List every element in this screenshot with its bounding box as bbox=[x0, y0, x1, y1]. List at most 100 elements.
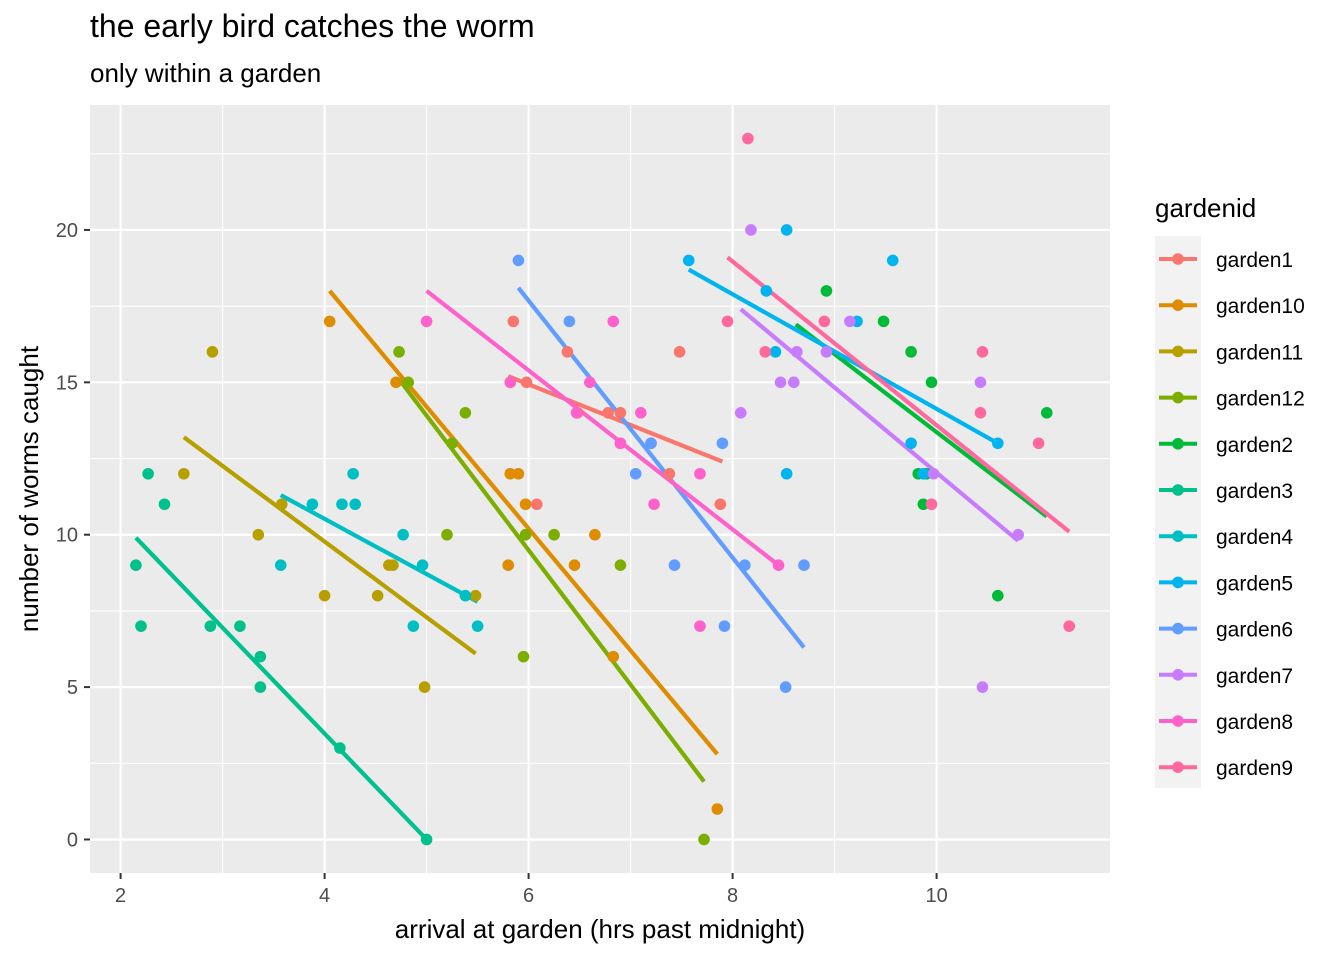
point-garden1 bbox=[663, 467, 676, 480]
point-garden3 bbox=[334, 742, 346, 754]
point-garden12 bbox=[393, 346, 405, 358]
point-garden11 bbox=[469, 589, 482, 602]
point-garden8 bbox=[648, 498, 660, 511]
y-tick-label: 15 bbox=[56, 372, 78, 394]
legend-key-point-garden8 bbox=[1172, 715, 1184, 727]
y-axis: 0 5 10 15 20 bbox=[56, 220, 90, 851]
fit-line-garden10 bbox=[328, 289, 719, 756]
point-garden5 bbox=[780, 467, 793, 480]
point-garden7 bbox=[1012, 528, 1024, 541]
point-garden2 bbox=[917, 498, 930, 511]
point-garden3 bbox=[254, 681, 267, 693]
plot-panel bbox=[90, 105, 1110, 873]
point-garden1 bbox=[530, 498, 543, 511]
x-tick-label: 4 bbox=[319, 885, 330, 907]
point-garden3 bbox=[142, 467, 154, 480]
legend-key-point-garden1 bbox=[1172, 253, 1184, 265]
legend-label-garden11: garden11 bbox=[1216, 341, 1303, 364]
x-tick-label: 2 bbox=[115, 885, 126, 907]
y-axis-label: number of worms caught bbox=[14, 345, 44, 632]
point-garden1 bbox=[714, 498, 727, 511]
point-garden2 bbox=[877, 315, 890, 328]
point-garden11 bbox=[318, 589, 331, 602]
x-axis-label: arrival at garden (hrs past midnight) bbox=[395, 914, 805, 944]
point-garden6 bbox=[629, 467, 642, 480]
point-garden9 bbox=[976, 346, 989, 358]
data-points bbox=[130, 132, 1075, 846]
point-garden9 bbox=[742, 132, 754, 145]
point-garden4 bbox=[274, 559, 287, 571]
point-garden4 bbox=[397, 528, 409, 541]
point-garden7 bbox=[927, 467, 940, 480]
point-garden8 bbox=[420, 315, 433, 328]
point-garden7 bbox=[976, 681, 989, 693]
point-garden12 bbox=[459, 407, 472, 419]
fit-line-garden5 bbox=[687, 267, 999, 446]
point-garden2 bbox=[1040, 407, 1053, 419]
point-garden12 bbox=[698, 833, 710, 846]
point-garden5 bbox=[769, 346, 782, 358]
point-garden11 bbox=[371, 589, 384, 602]
point-garden3 bbox=[254, 650, 267, 663]
point-garden3 bbox=[130, 559, 142, 571]
legend: gardenid garden1 garden10 garden11 garden12… bbox=[1155, 193, 1305, 788]
point-garden6 bbox=[563, 315, 576, 328]
legend-key-point-garden11 bbox=[1172, 345, 1184, 358]
point-garden12 bbox=[614, 559, 627, 571]
legend-key-point-garden5 bbox=[1172, 576, 1184, 589]
point-garden10 bbox=[502, 559, 514, 571]
grid-major bbox=[90, 105, 1110, 873]
fit-line-garden2 bbox=[794, 322, 1049, 519]
point-garden10 bbox=[589, 528, 601, 541]
legend-key-point-garden12 bbox=[1172, 391, 1184, 404]
point-garden8 bbox=[607, 315, 620, 328]
x-tick-label: 8 bbox=[727, 885, 738, 907]
point-garden12 bbox=[441, 528, 453, 541]
point-garden7 bbox=[820, 346, 833, 358]
point-garden4 bbox=[349, 498, 362, 511]
point-garden7 bbox=[788, 376, 800, 389]
point-garden8 bbox=[584, 376, 596, 389]
point-garden2 bbox=[905, 346, 917, 358]
point-garden6 bbox=[779, 681, 792, 693]
fit-line-garden9 bbox=[726, 255, 1071, 534]
point-garden9 bbox=[818, 315, 831, 328]
point-garden6 bbox=[668, 559, 681, 571]
legend-key-point-garden7 bbox=[1172, 669, 1184, 681]
point-garden5 bbox=[780, 224, 793, 236]
fit-line-garden7 bbox=[739, 307, 1020, 543]
point-garden7 bbox=[734, 407, 747, 419]
point-garden5 bbox=[886, 254, 899, 267]
legend-key-point-garden2 bbox=[1172, 438, 1184, 450]
point-garden3 bbox=[158, 498, 171, 511]
legend-key-point-garden6 bbox=[1172, 622, 1184, 635]
point-garden4 bbox=[459, 589, 472, 602]
point-garden2 bbox=[992, 589, 1004, 602]
point-garden7 bbox=[974, 376, 987, 389]
point-garden5 bbox=[682, 254, 695, 267]
point-garden6 bbox=[718, 620, 731, 632]
x-axis: 2 4 6 8 10 bbox=[115, 873, 948, 907]
point-garden2 bbox=[820, 285, 833, 297]
fit-line-garden8 bbox=[425, 289, 780, 567]
legend-key-background bbox=[1155, 236, 1201, 788]
point-garden12 bbox=[519, 528, 532, 541]
point-garden1 bbox=[520, 376, 533, 389]
point-garden1 bbox=[602, 407, 614, 419]
point-garden7 bbox=[844, 315, 856, 328]
point-garden7 bbox=[745, 224, 757, 236]
point-garden4 bbox=[407, 620, 420, 632]
point-garden4 bbox=[336, 498, 348, 511]
legend-title: gardenid bbox=[1155, 193, 1256, 223]
x-tick-label: 6 bbox=[523, 885, 534, 907]
point-garden12 bbox=[517, 650, 530, 663]
legend-label-garden4: garden4 bbox=[1216, 526, 1293, 549]
point-garden4 bbox=[471, 620, 484, 632]
point-garden9 bbox=[974, 407, 987, 419]
point-garden10 bbox=[512, 467, 525, 480]
legend-label-garden3: garden3 bbox=[1216, 480, 1293, 503]
point-garden5 bbox=[760, 285, 773, 297]
point-garden3 bbox=[204, 620, 217, 632]
legend-key-point-garden9 bbox=[1172, 761, 1184, 773]
